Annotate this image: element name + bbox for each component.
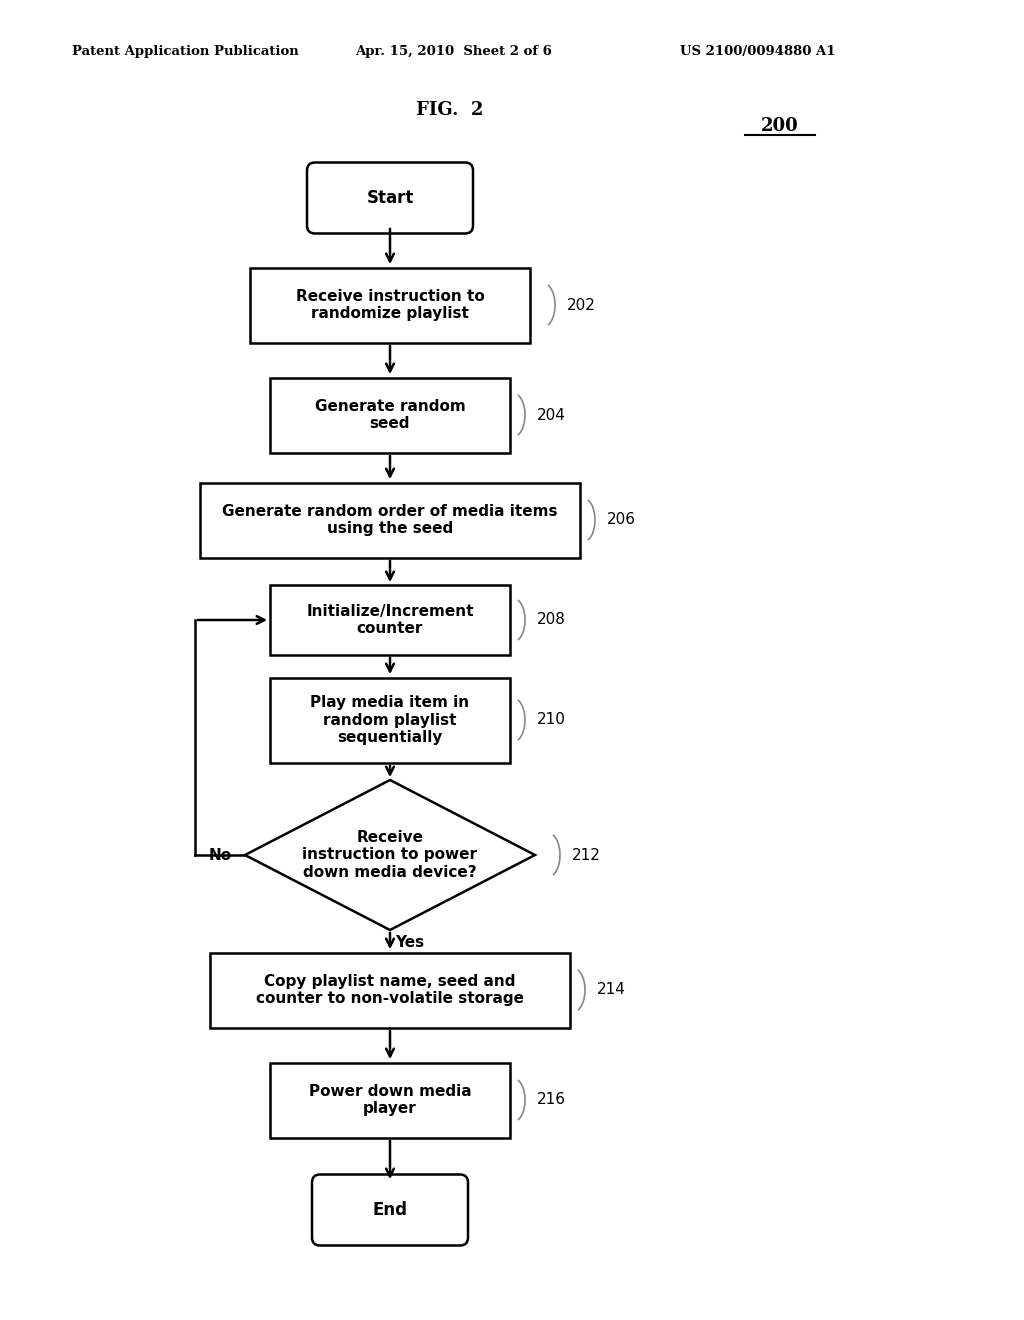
Text: Apr. 15, 2010  Sheet 2 of 6: Apr. 15, 2010 Sheet 2 of 6 [355,45,552,58]
Polygon shape [245,780,535,931]
Text: Patent Application Publication: Patent Application Publication [72,45,299,58]
Text: Generate random
seed: Generate random seed [314,399,465,432]
Text: Initialize/Increment
counter: Initialize/Increment counter [306,603,474,636]
Text: 210: 210 [537,713,566,727]
Text: Play media item in
random playlist
sequentially: Play media item in random playlist seque… [310,696,470,744]
Text: 204: 204 [537,408,566,422]
Bar [200,483,580,557]
Text: Receive
instruction to power
down media device?: Receive instruction to power down media … [302,830,477,880]
Text: Generate random order of media items
using the seed: Generate random order of media items usi… [222,504,558,536]
Text: No: No [209,847,232,862]
Text: Power down media
player: Power down media player [308,1084,471,1117]
Text: 214: 214 [597,982,626,998]
Bar [270,677,510,763]
Text: Start: Start [367,189,414,207]
Bar [270,585,510,655]
Bar [270,1063,510,1138]
FancyBboxPatch shape [312,1175,468,1246]
FancyBboxPatch shape [307,162,473,234]
Bar [270,378,510,453]
Text: 200: 200 [761,117,799,135]
Text: End: End [373,1201,408,1218]
Text: US 2100/0094880 A1: US 2100/0094880 A1 [680,45,836,58]
Text: FIG.  2: FIG. 2 [417,102,483,119]
Text: 202: 202 [567,297,596,313]
Text: 208: 208 [537,612,566,627]
Text: Receive instruction to
randomize playlist: Receive instruction to randomize playlis… [296,289,484,321]
Text: 206: 206 [607,512,636,528]
Text: Copy playlist name, seed and
counter to non-volatile storage: Copy playlist name, seed and counter to … [256,974,524,1006]
Bar [250,268,530,342]
Text: 216: 216 [537,1093,566,1107]
Text: 212: 212 [572,847,601,862]
Text: Yes: Yes [395,935,424,950]
Bar [210,953,570,1027]
